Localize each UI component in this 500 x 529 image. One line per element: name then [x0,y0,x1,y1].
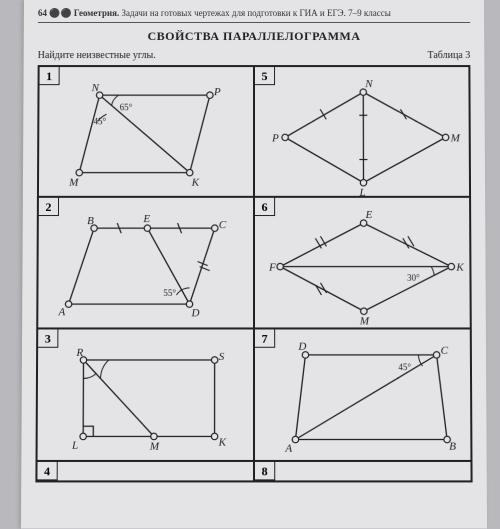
label-a: A [57,306,65,318]
label-l: L [71,439,78,451]
table-label: Таблица 3 [427,50,470,61]
cell-8: 8 [254,461,472,481]
cell-number: 8 [255,462,275,480]
angle-65: 65° [120,102,133,112]
cell-number: 3 [38,329,58,347]
label-e: E [365,209,373,221]
cell-number: 5 [255,67,275,85]
cell-number: 6 [255,198,275,216]
cell-number: 1 [40,67,60,85]
angle-45: 45° [93,116,106,126]
series-marker: ⚫⚫ [49,8,74,18]
label-k: K [191,177,200,189]
cell-6: 6 30° E F K M [254,197,471,329]
angle-30: 30° [407,273,420,283]
sub-row: Найдите неизвестные углы. Таблица 3 [38,50,471,61]
label-c: C [219,219,227,231]
label-d: D [297,341,306,353]
cell-number: 4 [37,462,57,480]
angle-45: 45° [398,362,411,372]
page-title: СВОЙСТВА ПАРАЛЛЕЛОГРАММА [38,29,470,44]
label-p: P [213,86,221,98]
cell-number: 2 [39,198,59,216]
cell-4: 4 [36,461,254,481]
figure-7: 45° D C A B [255,329,471,460]
label-n: N [91,82,100,94]
label-l: L [358,187,365,197]
cell-number: 7 [255,329,275,347]
label-m: M [359,315,370,327]
label-b: B [87,215,94,227]
label-n: N [364,78,373,90]
label-p: P [271,132,279,144]
label-d: D [190,307,199,319]
label-k: K [455,262,464,274]
figure-2: 55° B E C A D [38,198,254,329]
angle-55: 55° [163,288,176,298]
page-number: 64 [38,8,47,18]
figure-6: 30° E F K M [255,198,471,329]
label-s: S [219,351,225,363]
label-c: C [441,345,449,357]
cell-2: 2 55° B E C A D [37,197,254,329]
cell-7: 7 45° D C A B [254,328,471,460]
cell-5: 5 N P M L [254,66,470,197]
instruction-text: Найдите неизвестные углы. [38,50,156,61]
series-title: Геометрия. [74,8,119,18]
figure-5: N P M L [255,67,470,197]
figure-1: 65° 45° N P M K [39,67,254,197]
label-b: B [449,441,456,453]
page-header: 64 ⚫⚫ Геометрия. Задачи на готовых черте… [38,8,470,23]
cell-3: 3 R S L M K [37,328,254,460]
label-f: F [268,262,276,274]
label-a: A [284,443,292,455]
label-e: E [142,213,150,225]
label-m: M [149,441,160,453]
page: 64 ⚫⚫ Геометрия. Задачи на готовых черте… [21,0,487,529]
header-subtitle: Задачи на готовых чертежах для подготовк… [121,8,390,18]
label-k: K [218,436,227,448]
label-r: R [75,347,83,359]
figure-3: R S L M K [38,329,254,460]
cell-1: 1 65° 45° N P M K [38,66,254,197]
problem-grid: 1 65° 45° N P M K 5 [35,65,472,482]
label-m: M [68,177,79,189]
label-m: M [450,132,461,144]
